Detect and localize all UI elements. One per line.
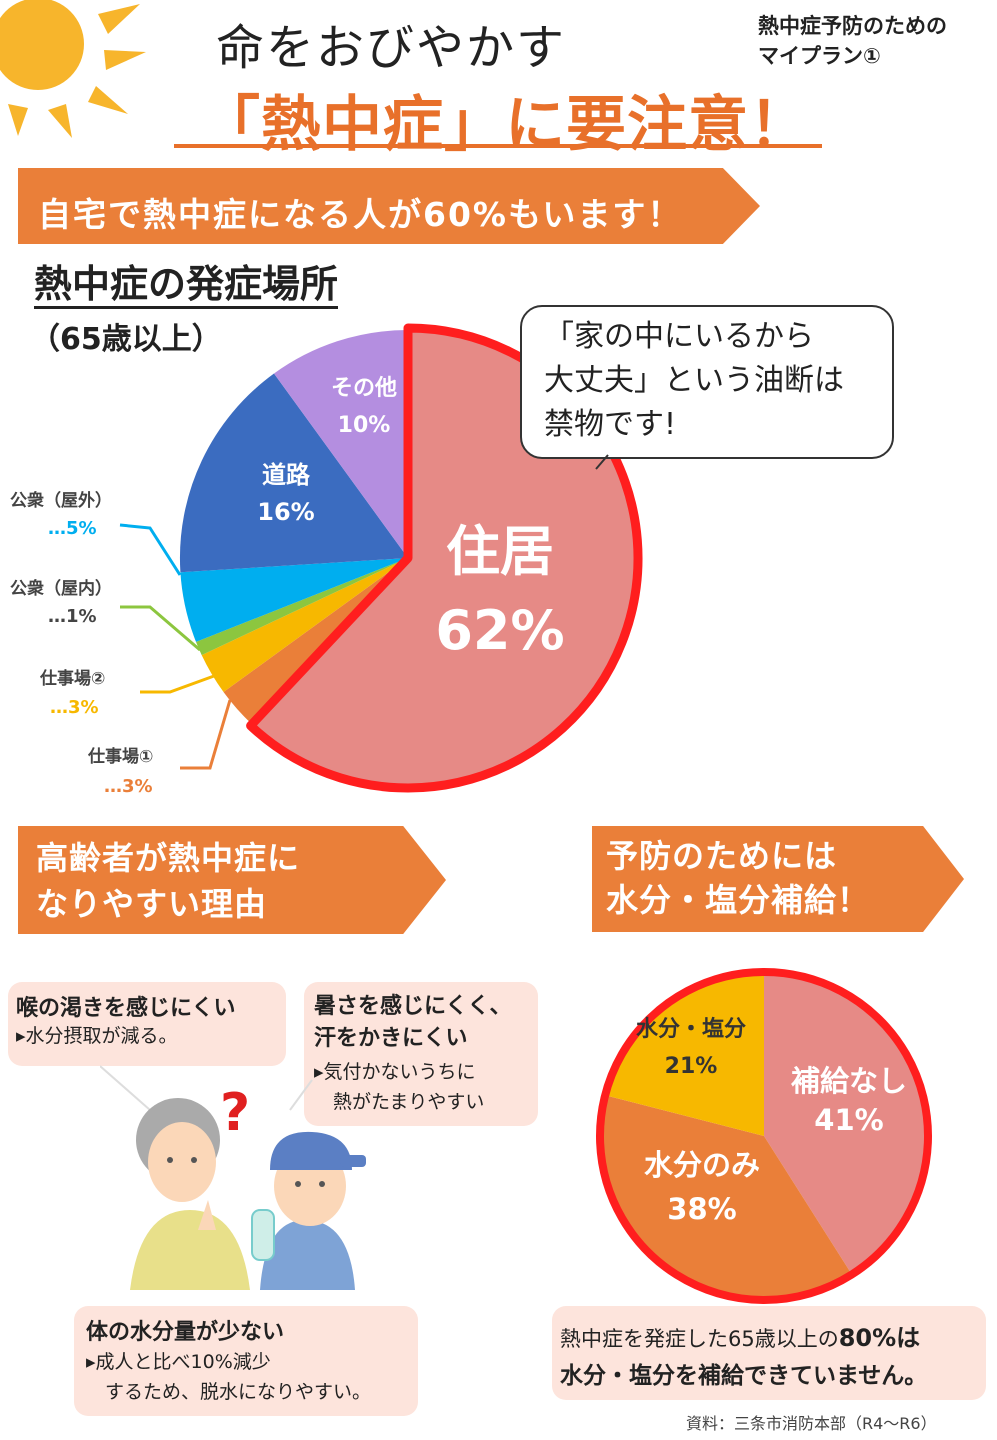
- water-only-value: 38%: [667, 1192, 737, 1226]
- reason-heat-body-line1: ▸気付かないうちに: [314, 1061, 476, 1083]
- hydration-slice-0: [764, 974, 927, 1273]
- water-only-slice-label: 水分のみ 38%: [628, 1146, 776, 1234]
- other-slice-name: その他: [330, 376, 397, 401]
- hydration-pie-chart: [596, 968, 932, 1304]
- other-slice-value: 10%: [337, 413, 391, 438]
- public-outdoor-value: …5%: [48, 518, 97, 539]
- speech-bubble-tail: [595, 454, 609, 470]
- hydration-pie-outline: [596, 968, 932, 1304]
- public-indoor-leader: [120, 605, 201, 652]
- onset-slice-3: [196, 558, 408, 656]
- caution-text-line2: 大丈夫」という油断は: [544, 363, 844, 398]
- reason-thirst-bubble: 喉の渇きを感じにくい ▸水分摂取が減る。: [8, 982, 286, 1066]
- prevention-banner: 予防のためには 水分・塩分補給！: [592, 826, 964, 932]
- svg-text:?: ?: [220, 1083, 250, 1143]
- onset-slice-5: [179, 373, 408, 573]
- road-slice-value: 16%: [257, 498, 315, 526]
- caution-text-line3: 禁物です!: [544, 407, 677, 442]
- conclusion-line2: 水分・塩分を補給できていません。: [560, 1363, 928, 1389]
- reason-thirst-body: ▸水分摂取が減る。: [16, 1025, 178, 1047]
- conclusion-line1: 熱中症を発症した65歳以上の80%は: [560, 1318, 920, 1353]
- home-slice-label: 住居 62%: [420, 520, 580, 664]
- reasons-banner-line1: 高齢者が熱中症に: [36, 839, 301, 877]
- workplace1-value: …3%: [104, 776, 153, 797]
- workplace2-leader: [140, 674, 215, 694]
- reason-heat-title-line1: 暑さを感じにくく、: [314, 994, 512, 1019]
- home-slice-name: 住居: [446, 520, 554, 583]
- other-slice-label: その他 10%: [312, 374, 416, 448]
- water-salt-value: 21%: [664, 1054, 718, 1079]
- workplace2-label: 仕事場②: [40, 669, 106, 689]
- prevention-banner-line1: 予防のためには: [606, 837, 838, 875]
- series-label-line2: マイプラン①: [758, 44, 881, 68]
- workplace2-value: …3%: [50, 697, 99, 718]
- home-percentage-banner-text: 自宅で熱中症になる人が60%もいます！: [38, 195, 683, 234]
- reasons-banner-line2: なりやすい理由: [36, 885, 268, 923]
- road-slice-label: 道路 16%: [236, 458, 336, 532]
- public-indoor-label: 公衆（屋内）: [10, 579, 112, 599]
- reason-heat-body-line2: 熱がたまりやすい: [314, 1091, 485, 1113]
- onset-section-subtitle: （65歳以上）: [30, 322, 222, 357]
- home-percentage-banner: 自宅で熱中症になる人が60%もいます！: [18, 168, 760, 244]
- hydration-slice-1: [602, 1095, 851, 1299]
- onset-section-title: 熱中症の発症場所: [34, 262, 339, 309]
- source-note: 資料：三条市消防本部（R4～R6）: [686, 1414, 937, 1433]
- water-salt-slice-label: 水分・塩分 21%: [626, 1014, 756, 1088]
- home-slice-value: 62%: [435, 599, 565, 662]
- conclusion-box: 熱中症を発症した65歳以上の80%は 水分・塩分を補給できていません。: [552, 1306, 986, 1400]
- hydration-slice-2: [607, 974, 764, 1136]
- no-hydration-value: 41%: [814, 1103, 884, 1137]
- workplace1-label: 仕事場①: [88, 747, 154, 767]
- reason-water-bubble: 体の水分量が少ない ▸成人と比べ10%減少 するため、脱水になりやすい。: [74, 1306, 418, 1416]
- title-line1: 命をおびやかす: [216, 20, 567, 76]
- title-underline: [174, 144, 822, 148]
- prevention-banner-line2: 水分・塩分補給！: [606, 881, 871, 919]
- onset-slice-4: [180, 558, 408, 642]
- reason-heat-bubble: 暑さを感じにくく、 汗をかきにくい ▸気付かないうちに 熱がたまりやすい: [304, 982, 538, 1126]
- public-outdoor-leader: [119, 523, 182, 576]
- sun-icon: [0, 0, 146, 138]
- reason-water-body-line1: ▸成人と比べ10%減少: [86, 1351, 271, 1373]
- workplace1-leader: [180, 699, 232, 770]
- road-slice-name: 道路: [262, 461, 310, 489]
- series-label-line1: 熱中症予防のための: [758, 14, 947, 38]
- onset-slice-2: [201, 558, 408, 692]
- conclusion-line1-bold: 80%は: [838, 1324, 921, 1352]
- public-outdoor-label: 公衆（屋外）: [10, 491, 112, 511]
- onset-slice-1: [223, 558, 408, 725]
- water-only-name: 水分のみ: [643, 1148, 760, 1182]
- conclusion-line1-text: 熱中症を発症した65歳以上の: [560, 1327, 839, 1351]
- no-hydration-name: 補給なし: [790, 1064, 907, 1098]
- onset-slice-6: [274, 330, 408, 558]
- no-hydration-slice-label: 補給なし 41%: [776, 1062, 922, 1140]
- caution-speech-bubble: 「家の中にいるから 大丈夫」という油断は 禁物です!: [520, 305, 894, 459]
- title-line2: 「熱中症」に要注意！: [200, 90, 810, 160]
- water-salt-name: 水分・塩分: [635, 1017, 746, 1042]
- reason-heat-title-line2: 汗をかきにくい: [314, 1026, 468, 1051]
- public-indoor-value: …1%: [48, 606, 97, 627]
- reason-thirst-title: 喉の渇きを感じにくい: [16, 996, 236, 1021]
- caution-text-line1: 「家の中にいるから: [544, 319, 814, 354]
- reasons-banner: 高齢者が熱中症に なりやすい理由: [18, 826, 446, 934]
- reason-water-body-line2: するため、脱水になりやすい。: [86, 1381, 372, 1403]
- elderly-and-child-illustration: ?: [100, 1065, 366, 1290]
- reason-water-title: 体の水分量が少ない: [86, 1320, 285, 1345]
